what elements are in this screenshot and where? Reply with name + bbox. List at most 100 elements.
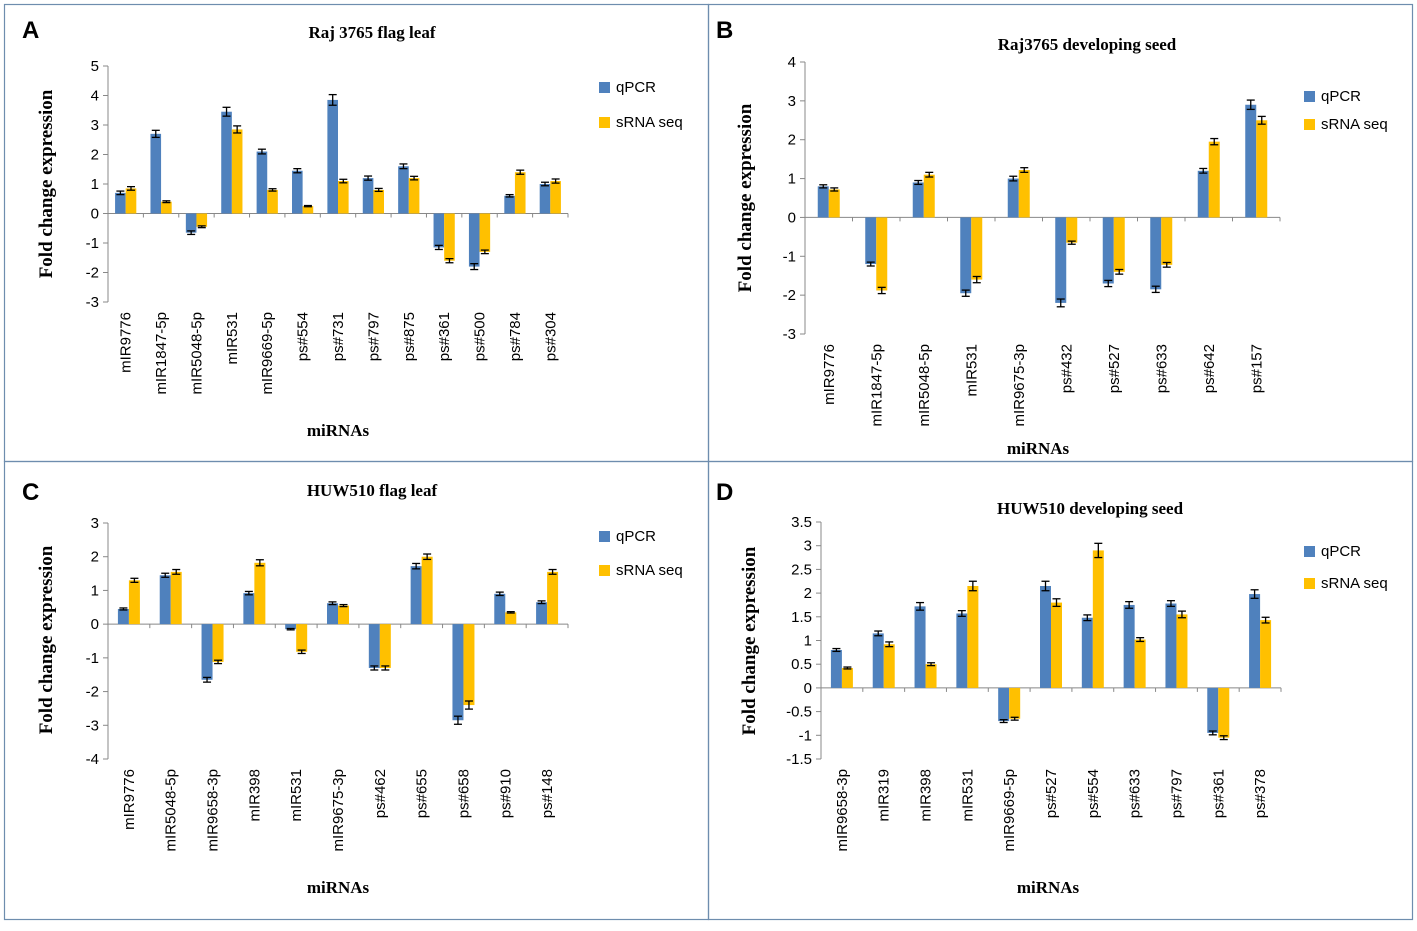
bar-qpcr: [872, 633, 884, 688]
error-bar-qpcr: [370, 665, 379, 671]
legend-swatch-qpcr-c: [599, 531, 610, 542]
bar-qpcr: [256, 151, 268, 214]
x-tick-label: ps#642: [1201, 344, 1218, 393]
bar-srna: [296, 624, 308, 652]
x-tick-label: ps#554: [1085, 769, 1102, 818]
y-tick-label: -1: [783, 248, 796, 265]
bar-srna: [1051, 602, 1062, 688]
x-tick-label: ps#731: [330, 312, 347, 361]
x-tick-label: ps#527: [1106, 344, 1123, 393]
error-bar-srna: [1067, 240, 1076, 245]
x-tick-label: ps#875: [401, 312, 418, 361]
error-bar-qpcr: [1056, 298, 1065, 308]
error-bar-srna: [885, 641, 894, 648]
y-tick-label: -3: [86, 294, 99, 311]
error-bar-qpcr: [916, 601, 925, 611]
panel-letter-c: C: [22, 479, 39, 506]
error-bar-srna: [1257, 115, 1266, 125]
bar-qpcr: [1150, 217, 1162, 290]
x-axis-label-d: miRNAs: [1017, 878, 1080, 897]
x-axis-label-b: miRNAs: [1007, 439, 1070, 458]
error-bar-qpcr: [1246, 99, 1255, 111]
legend-label-qpcr-d: qPCR: [1321, 543, 1361, 560]
legend-label-qpcr-b: qPCR: [1321, 88, 1361, 105]
error-bar-qpcr: [1151, 285, 1160, 294]
bar-qpcr: [368, 624, 380, 668]
legend-label-srna-b: sRNA seq: [1321, 116, 1388, 133]
panel-d: D HUW510 developing seed Fold change exp…: [716, 479, 1388, 897]
x-tick-label: mIR9776: [121, 769, 138, 830]
bar-srna: [463, 624, 475, 706]
error-bar-srna: [127, 186, 135, 191]
error-bar-qpcr: [495, 591, 504, 597]
error-bar-srna: [972, 275, 981, 284]
plot-area-a: -3 -2 -1 0 1 2 3 4 5 mIR9776 mIR1847-5p mIR5048-5p m…: [86, 58, 569, 395]
y-tick-label: 0: [788, 209, 796, 226]
bar-srna: [971, 217, 983, 280]
error-bar-qpcr: [874, 630, 883, 637]
error-bar-srna: [303, 204, 312, 208]
bar-qpcr: [243, 593, 255, 625]
bar-srna: [841, 667, 853, 688]
bar-srna: [925, 664, 937, 688]
x-tick-label: ps#462: [372, 769, 389, 818]
y-tick-label: 2: [788, 132, 796, 149]
error-bar-qpcr: [1009, 175, 1018, 182]
y-tick-label: 3.5: [791, 514, 812, 531]
x-tick-label: ps#910: [497, 769, 514, 818]
bar-qpcr: [817, 186, 829, 218]
error-bar-qpcr: [412, 562, 421, 570]
x-tick-label: ps#157: [1248, 344, 1265, 393]
bar-qpcr: [185, 213, 197, 233]
x-tick-label: ps#797: [365, 312, 382, 361]
error-bar-srna: [445, 257, 454, 264]
y-tick-label: -2: [86, 684, 99, 701]
error-bar-qpcr: [257, 148, 266, 155]
panel-frame-a: [3, 3, 710, 463]
bar-qpcr: [998, 687, 1010, 722]
y-tick-label: 0: [91, 206, 99, 223]
bar-srna: [338, 181, 349, 214]
x-tick-label: ps#378: [1252, 769, 1269, 818]
y-tick-label: -1.5: [786, 751, 812, 768]
bar-srna: [923, 174, 935, 218]
chart-title-c: HUW510 flag leaf: [307, 481, 438, 500]
bar-srna: [828, 189, 840, 218]
y-tick-label: 3: [91, 117, 99, 134]
panel-frame-d: [707, 460, 1414, 921]
bar-qpcr: [536, 602, 548, 625]
bar-srna: [170, 571, 182, 625]
bar-srna: [128, 580, 140, 625]
panel-a: A Raj 3765 flag leaf Fold change express…: [22, 17, 683, 440]
bar-srna: [479, 213, 491, 252]
error-bar-srna: [162, 200, 171, 204]
error-bar-qpcr: [832, 647, 841, 653]
bar-srna: [1256, 120, 1268, 218]
error-bar-qpcr: [328, 601, 337, 606]
y-tick-label: 1.5: [791, 609, 812, 626]
x-axis-label-c: miRNAs: [307, 878, 370, 897]
bar-qpcr: [327, 99, 338, 214]
error-bar-srna: [843, 666, 852, 670]
bar-srna: [267, 189, 278, 214]
bar-qpcr: [115, 192, 126, 214]
error-bar-srna: [214, 659, 223, 665]
bar-qpcr: [1055, 217, 1067, 303]
panel-c: C HUW510 flag leaf Fold change expressio…: [22, 479, 683, 897]
y-tick-label: 4: [788, 54, 796, 71]
bar-qpcr: [539, 184, 551, 214]
x-tick-label: mIR9776: [118, 312, 135, 373]
bar-qpcr: [1040, 585, 1051, 688]
legend-swatch-srna-c: [599, 565, 610, 576]
bar-qpcr: [159, 575, 171, 625]
error-bar-srna: [464, 700, 473, 710]
bar-srna: [1113, 217, 1125, 272]
error-bar-srna: [516, 169, 525, 175]
legend-label-srna-a: sRNA seq: [616, 114, 683, 131]
x-tick-label: mIR9669-5p: [259, 312, 276, 395]
error-bar-srna: [1094, 542, 1103, 559]
panel-letter-d: D: [716, 479, 733, 506]
bar-qpcr: [1197, 170, 1209, 218]
bar-qpcr: [1007, 178, 1019, 218]
